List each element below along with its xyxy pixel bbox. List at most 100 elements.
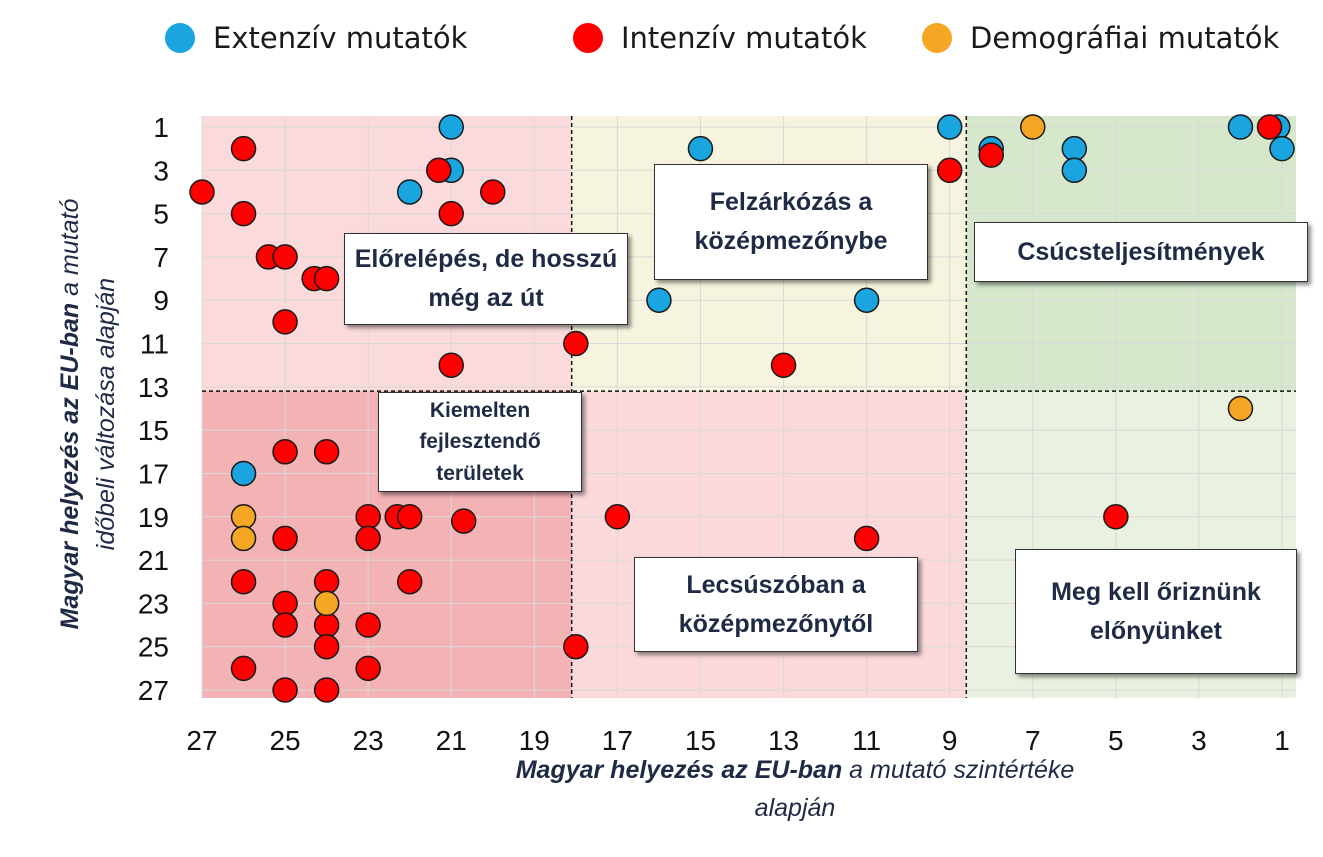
y-tick-label: 23 xyxy=(138,588,169,619)
quadrant-label-top-left: Előrelépés, de hosszú még az út xyxy=(344,233,628,325)
x-tick-label: 27 xyxy=(186,725,217,756)
point-intenziv xyxy=(396,504,423,530)
point-demografiai xyxy=(230,525,257,552)
point-intenziv xyxy=(355,525,381,552)
x-axis-title-bold: Magyar helyezés az EU-ban xyxy=(515,756,843,784)
point-extenziv xyxy=(1061,157,1088,184)
x-axis-title: Magyar helyezés az EU-ban a mutató szint… xyxy=(480,752,1110,827)
y-axis-title-bold: Magyar helyezés az EU-ban xyxy=(55,302,84,630)
point-extenziv xyxy=(936,114,963,140)
quadrant-label-top-right: Csúcsteljesítmények xyxy=(974,222,1308,282)
x-tick-label: 13 xyxy=(768,725,799,756)
y-tick-label: 19 xyxy=(138,502,169,533)
x-tick-label: 15 xyxy=(685,725,716,756)
point-intenziv xyxy=(313,677,340,703)
legend-label-demografiai: Demográfiai mutatók xyxy=(970,21,1280,55)
point-extenziv xyxy=(1227,114,1254,140)
point-intenziv xyxy=(936,157,963,184)
point-extenziv xyxy=(438,114,464,140)
point-intenziv xyxy=(272,309,298,335)
y-tick-label: 9 xyxy=(153,285,169,316)
point-intenziv xyxy=(1103,504,1129,530)
x-tick-label: 1 xyxy=(1274,725,1290,756)
point-demografiai xyxy=(230,504,257,530)
legend-item-extenziv: Extenzív mutatók xyxy=(165,18,467,58)
legend-label-intenziv: Intenzív mutatók xyxy=(621,21,867,55)
y-tick-label: 17 xyxy=(138,458,169,489)
x-tick-label: 9 xyxy=(942,725,958,756)
point-intenziv xyxy=(272,244,298,270)
y-tick-label: 25 xyxy=(138,632,169,663)
point-intenziv xyxy=(563,330,589,357)
point-intenziv xyxy=(272,677,298,703)
y-axis-title: Magyar helyezés az EU-ban a mutató időbe… xyxy=(52,184,125,644)
point-demografiai xyxy=(1227,395,1254,422)
legend-marker-extenziv xyxy=(165,23,195,53)
x-tick-label: 23 xyxy=(353,725,384,756)
point-intenziv xyxy=(1256,114,1283,140)
point-intenziv xyxy=(230,200,257,227)
point-intenziv xyxy=(272,439,298,465)
x-tick-label: 17 xyxy=(602,725,633,756)
point-intenziv xyxy=(438,200,464,227)
point-intenziv xyxy=(230,568,257,595)
point-extenziv xyxy=(230,460,257,487)
quadrant-label-bottom-right: Meg kell őriznünk előnyünket xyxy=(1015,549,1297,674)
x-tick-label: 5 xyxy=(1108,725,1124,756)
point-intenziv xyxy=(438,352,464,378)
point-intenziv xyxy=(230,655,257,682)
point-intenziv xyxy=(563,633,589,660)
point-intenziv xyxy=(313,265,340,292)
x-tick-label: 21 xyxy=(436,725,467,756)
point-intenziv xyxy=(272,590,298,617)
point-extenziv xyxy=(1269,135,1295,162)
y-tick-label: 21 xyxy=(138,545,169,576)
point-intenziv xyxy=(426,157,452,184)
y-tick-label: 13 xyxy=(138,372,169,403)
x-tick-label: 19 xyxy=(519,725,550,756)
point-extenziv xyxy=(646,287,672,313)
point-intenziv xyxy=(355,655,381,682)
quadrant-label-bottom-middle: Lecsúszóban a középmezőnytől xyxy=(634,557,918,652)
legend-item-demografiai: Demográfiai mutatók xyxy=(922,18,1279,58)
point-intenziv xyxy=(480,179,506,205)
point-extenziv xyxy=(687,135,714,162)
point-extenziv xyxy=(396,179,423,205)
point-demografiai xyxy=(313,590,340,617)
x-tick-label: 7 xyxy=(1025,725,1041,756)
point-intenziv xyxy=(853,525,880,552)
point-extenziv xyxy=(853,287,880,313)
legend-marker-intenziv xyxy=(573,23,603,53)
x-tick-labels: 27 25 23 21 19 17 15 13 11 9 7 5 3 1 xyxy=(186,725,1289,756)
y-tick-label: 27 xyxy=(138,675,169,706)
y-tick-label: 7 xyxy=(153,242,169,273)
point-intenziv xyxy=(355,504,381,530)
quadrant-label-bottom-left: Kiemelten fejlesztendő területek xyxy=(378,392,582,492)
point-extenziv xyxy=(1061,135,1088,162)
point-demografiai xyxy=(1020,114,1046,140)
y-tick-label: 15 xyxy=(138,415,169,446)
legend-marker-demografiai xyxy=(922,23,952,53)
legend-label-extenziv: Extenzív mutatók xyxy=(213,21,468,55)
point-intenziv xyxy=(978,142,1004,168)
x-tick-label: 11 xyxy=(852,725,881,756)
legend-item-intenziv: Intenzív mutatók xyxy=(573,18,867,58)
point-intenziv xyxy=(604,504,631,530)
y-tick-label: 11 xyxy=(140,329,169,360)
point-intenziv xyxy=(313,568,340,595)
point-intenziv xyxy=(230,135,257,162)
x-tick-label: 25 xyxy=(269,725,300,756)
point-intenziv xyxy=(355,612,381,638)
point-intenziv xyxy=(189,179,215,205)
quadrant-label-top-middle: Felzárkózás a középmezőnybe xyxy=(654,164,928,280)
point-intenziv xyxy=(313,633,340,660)
x-axis-title-rest: a mutató szintértéke alapján xyxy=(754,756,1075,822)
x-tick-label: 3 xyxy=(1191,725,1207,756)
point-intenziv xyxy=(770,352,797,378)
point-intenziv xyxy=(313,439,340,465)
point-intenziv xyxy=(396,568,423,595)
y-tick-label: 3 xyxy=(153,155,169,186)
point-intenziv xyxy=(272,525,298,552)
